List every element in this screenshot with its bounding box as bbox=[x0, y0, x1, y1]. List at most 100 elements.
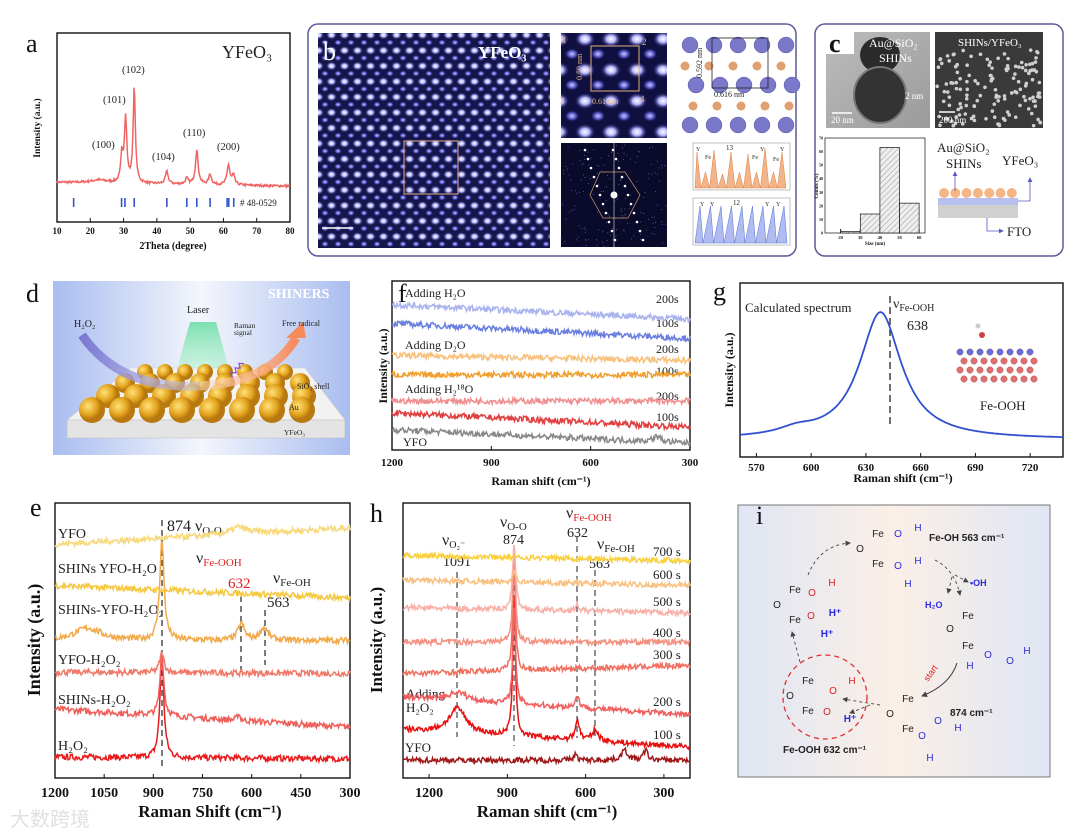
model-atom bbox=[1000, 357, 1008, 365]
fft-noise bbox=[651, 163, 653, 165]
fft-spot bbox=[635, 220, 639, 224]
sem-particle bbox=[1035, 49, 1039, 54]
sem-particle bbox=[1028, 48, 1033, 52]
fft-noise bbox=[598, 229, 600, 231]
spectrum-line bbox=[391, 318, 691, 343]
y-axis-title: Intensity (a.u.) bbox=[367, 587, 386, 693]
x-tick-label: 600 bbox=[582, 457, 599, 469]
sem-particle bbox=[942, 89, 947, 94]
model-atom bbox=[1006, 366, 1014, 374]
fft-noise bbox=[605, 200, 607, 202]
y-atom bbox=[705, 116, 723, 134]
corner-number: 1 bbox=[562, 35, 567, 45]
pointer-arrow bbox=[986, 218, 1004, 234]
fft-noise bbox=[570, 209, 572, 211]
arrow-head bbox=[286, 322, 306, 338]
x-axis-title: Raman shift (cm⁻¹) bbox=[491, 474, 590, 488]
oo-annotation: νO-O bbox=[500, 514, 527, 533]
profile-atom-label: Y bbox=[776, 202, 781, 208]
x-tick-label: 600 bbox=[575, 786, 596, 801]
zoom-inset-image bbox=[561, 33, 667, 138]
fft-noise bbox=[583, 163, 585, 165]
corner-number: 3 bbox=[560, 96, 565, 106]
fft-noise bbox=[579, 160, 581, 162]
sem-particle bbox=[936, 65, 941, 69]
substrate-label: YFeO₃ bbox=[284, 428, 305, 437]
fft-noise bbox=[665, 223, 667, 225]
model-atom bbox=[970, 357, 978, 365]
sem-particle bbox=[947, 59, 952, 63]
fft-noise bbox=[579, 150, 581, 152]
sem-particle bbox=[1023, 98, 1028, 103]
fft-noise bbox=[603, 164, 605, 166]
x-tick-label: 690 bbox=[967, 462, 984, 474]
x-tick-label: 720 bbox=[1022, 462, 1039, 474]
atom-label: H⁺ bbox=[829, 608, 842, 619]
sem-particle bbox=[953, 121, 958, 126]
model-atom bbox=[1006, 348, 1014, 356]
fft-hexagon bbox=[589, 171, 641, 219]
x-tick-label: 900 bbox=[497, 786, 518, 801]
fft-noise bbox=[572, 163, 574, 165]
fft-noise bbox=[566, 168, 568, 170]
model-atom bbox=[1010, 357, 1018, 365]
panel-b-haadf: b YFeO₃ 1 2 3 4 0.59 nm 0.61 nm 0.592 nm… bbox=[307, 23, 801, 257]
fft-noise bbox=[577, 236, 579, 238]
y-tick-label: 30 bbox=[819, 190, 823, 195]
sem-particle bbox=[1005, 110, 1010, 114]
atom-label: H bbox=[926, 753, 933, 764]
sem-particle bbox=[978, 52, 983, 57]
sem-particle bbox=[1002, 52, 1007, 56]
fft-noise bbox=[651, 217, 653, 219]
fft-noise bbox=[622, 158, 624, 160]
fft-spot bbox=[638, 229, 642, 233]
time-label: 200 s bbox=[653, 694, 681, 709]
fft-pattern bbox=[560, 143, 667, 248]
raman-label: signal bbox=[234, 328, 252, 337]
y-atom bbox=[735, 76, 753, 94]
series-label: YFO-H₂O₂ bbox=[58, 653, 121, 668]
sem-particle bbox=[1006, 56, 1010, 61]
sem-particle bbox=[967, 73, 972, 78]
fft-noise bbox=[661, 167, 663, 169]
atom-label: H bbox=[1023, 646, 1030, 657]
spectrum-line bbox=[402, 596, 690, 751]
crystal-model bbox=[680, 36, 801, 134]
model-atom bbox=[986, 348, 994, 356]
sem-particle bbox=[954, 86, 959, 91]
sem-particle bbox=[1024, 63, 1028, 67]
sem-particle bbox=[1009, 91, 1014, 95]
atom-label: Fe bbox=[902, 694, 914, 705]
fft-noise bbox=[584, 232, 586, 234]
feoh-annotation: νFe-OH bbox=[273, 570, 311, 589]
atom-label: H⁺ bbox=[844, 714, 857, 725]
series-label: YFO bbox=[405, 740, 431, 755]
x-tick-label: 450 bbox=[290, 786, 311, 801]
model-atom bbox=[1030, 357, 1038, 365]
fft-noise bbox=[636, 156, 638, 158]
fft-spot bbox=[595, 184, 599, 188]
fft-noise bbox=[616, 198, 618, 200]
sem-particle bbox=[996, 56, 1000, 61]
fft-noise bbox=[630, 238, 632, 240]
time-label: 700 s bbox=[653, 544, 681, 559]
atom-label: Fe bbox=[872, 559, 884, 570]
au-sphere bbox=[259, 397, 285, 423]
model-atom bbox=[990, 375, 998, 383]
sem-particle bbox=[1013, 115, 1018, 119]
atom-label: H bbox=[848, 676, 855, 687]
sem-particle bbox=[947, 103, 952, 108]
spectrum-line bbox=[402, 569, 691, 589]
feooh-annotation: νFe-OOH bbox=[196, 550, 242, 569]
model-atom bbox=[960, 357, 968, 365]
fe-atom bbox=[704, 61, 714, 71]
profile-atom-label: Fe bbox=[752, 155, 758, 161]
fft-noise bbox=[615, 235, 617, 237]
fft-noise bbox=[648, 173, 650, 175]
fft-noise bbox=[583, 174, 585, 176]
spectrum-line bbox=[54, 655, 351, 765]
au-sphere bbox=[229, 397, 255, 423]
fft-noise bbox=[585, 229, 587, 231]
fft-spot bbox=[623, 184, 627, 188]
